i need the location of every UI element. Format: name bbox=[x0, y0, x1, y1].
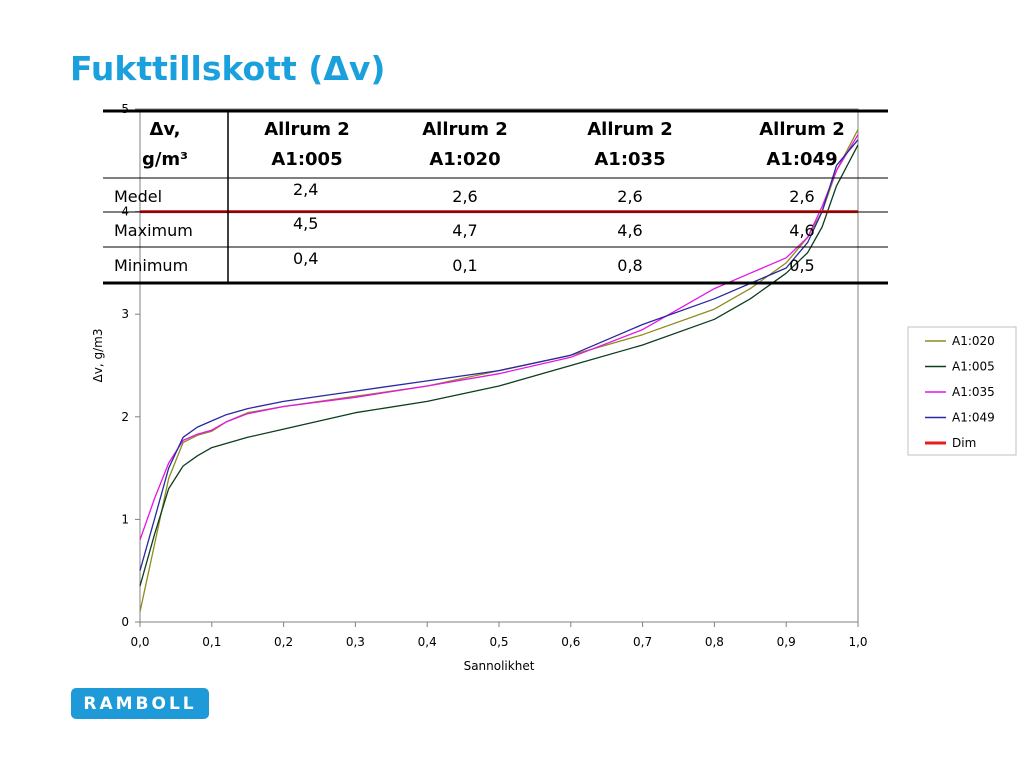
x-tick-label: 0,0 bbox=[130, 635, 149, 649]
y-tick-label: 0 bbox=[121, 615, 129, 629]
table-row-label: Minimum bbox=[114, 256, 188, 275]
x-tick-label: 0,1 bbox=[202, 635, 221, 649]
legend-box bbox=[907, 326, 1017, 456]
legend-label: A1:005 bbox=[952, 360, 995, 374]
table-header: Allrum 2 bbox=[759, 119, 845, 140]
legend-label: A1:035 bbox=[952, 385, 995, 399]
series-line-a1-005 bbox=[139, 144, 859, 587]
series-line-a1-035 bbox=[139, 134, 859, 541]
x-tick-label: 1,0 bbox=[848, 635, 867, 649]
legend-label: A1:049 bbox=[952, 411, 995, 425]
table-cell: 0,8 bbox=[617, 256, 642, 275]
x-axis-title: Sannolikhet bbox=[464, 659, 535, 673]
table-row-label: Medel bbox=[114, 187, 162, 206]
ramboll-logo: RAMBOLL bbox=[71, 688, 209, 719]
legend-label: Dim bbox=[952, 436, 976, 450]
x-tick-label: 0,6 bbox=[561, 635, 580, 649]
y-axis-title: Δv, g/m3 bbox=[91, 329, 105, 383]
table-header: A1:035 bbox=[594, 149, 665, 170]
table-header: Δv, bbox=[149, 119, 180, 140]
x-tick-label: 0,4 bbox=[418, 635, 437, 649]
y-tick-label: 3 bbox=[121, 307, 129, 321]
table-row-label: Maximum bbox=[114, 221, 193, 240]
slide-title: Fukttillskott (Δv) bbox=[70, 49, 386, 88]
x-tick-label: 0,9 bbox=[777, 635, 796, 649]
y-tick-label: 1 bbox=[121, 512, 129, 526]
table-cell: 2,6 bbox=[617, 187, 642, 206]
y-tick-label: 2 bbox=[121, 410, 129, 424]
table-cell: 2,6 bbox=[452, 187, 477, 206]
table-header: Allrum 2 bbox=[422, 119, 508, 140]
plot-area bbox=[139, 108, 859, 623]
table-header: Allrum 2 bbox=[264, 119, 350, 140]
table-header: A1:020 bbox=[429, 149, 500, 170]
x-tick-label: 0,3 bbox=[346, 635, 365, 649]
legend-label: A1:020 bbox=[952, 334, 995, 348]
x-tick-label: 0,2 bbox=[274, 635, 293, 649]
table-cell: 0,1 bbox=[452, 256, 477, 275]
y-tick-label: 5 bbox=[121, 102, 129, 116]
table-cell: 4,6 bbox=[617, 221, 642, 240]
x-tick-label: 0,8 bbox=[705, 635, 724, 649]
table-cell: 4,7 bbox=[452, 221, 477, 240]
table-header: Allrum 2 bbox=[587, 119, 673, 140]
table-cell: 4,5 bbox=[293, 214, 318, 233]
table-header: A1:049 bbox=[766, 149, 837, 170]
series-line-a1-049 bbox=[139, 139, 859, 571]
table-cell: 0,5 bbox=[789, 256, 814, 275]
x-tick-label: 0,7 bbox=[633, 635, 652, 649]
x-tick-label: 0,5 bbox=[489, 635, 508, 649]
table-cell: 0,4 bbox=[293, 249, 318, 268]
table-header: A1:005 bbox=[271, 149, 342, 170]
table-cell: 2,6 bbox=[789, 187, 814, 206]
table-cell: 4,6 bbox=[789, 221, 814, 240]
table-header: g/m³ bbox=[142, 149, 188, 170]
table-cell: 2,4 bbox=[293, 180, 318, 199]
